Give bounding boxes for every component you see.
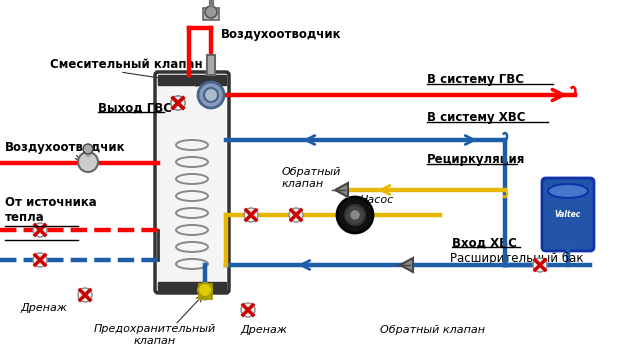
Circle shape [171,96,185,110]
Circle shape [78,152,98,172]
Bar [209,0,213,6]
Circle shape [83,144,93,154]
Circle shape [241,303,255,317]
Circle shape [33,223,47,237]
Bar [199,284,211,298]
Circle shape [171,96,185,110]
Ellipse shape [548,184,588,198]
Text: Предохранительный
клапан: Предохранительный клапан [94,324,216,346]
Polygon shape [400,258,413,272]
Text: В систему ХВС: В систему ХВС [427,111,525,125]
Circle shape [198,82,224,108]
Polygon shape [335,183,348,197]
Text: От источника
тепла: От источника тепла [5,196,97,224]
Bar [203,8,219,20]
FancyBboxPatch shape [542,178,594,251]
Circle shape [198,283,212,297]
Text: Вход ХВС: Вход ХВС [452,237,517,250]
Circle shape [351,211,359,219]
Text: Воздухоотводчик: Воздухоотводчик [221,29,341,42]
Text: Смесительный клапан: Смесительный клапан [50,59,203,72]
Text: Дренаж: Дренаж [20,303,67,313]
Circle shape [244,208,258,222]
Text: Обратный клапан: Обратный клапан [380,325,485,335]
Circle shape [33,253,47,267]
Text: Воздухоотводчик: Воздухоотводчик [5,141,125,155]
Text: Обратный
клапан: Обратный клапан [282,167,341,189]
Circle shape [205,6,217,18]
Circle shape [533,258,547,272]
FancyBboxPatch shape [155,72,229,293]
Text: Valtec: Valtec [555,210,581,220]
Bar [158,75,226,85]
Text: Насос: Насос [360,195,394,205]
Text: Рециркуляция: Рециркуляция [427,154,525,166]
Bar [158,282,226,292]
Circle shape [78,288,92,302]
Circle shape [289,208,303,222]
Text: В систему ГВС: В систему ГВС [427,74,524,87]
Bar [86,148,90,156]
Text: Выход ГВС: Выход ГВС [98,102,172,114]
Text: Дренаж: Дренаж [240,325,287,335]
Circle shape [345,205,365,225]
Bar [207,55,215,75]
Circle shape [337,197,373,233]
Text: Расширительный бак: Расширительный бак [450,251,583,265]
Circle shape [204,88,218,102]
